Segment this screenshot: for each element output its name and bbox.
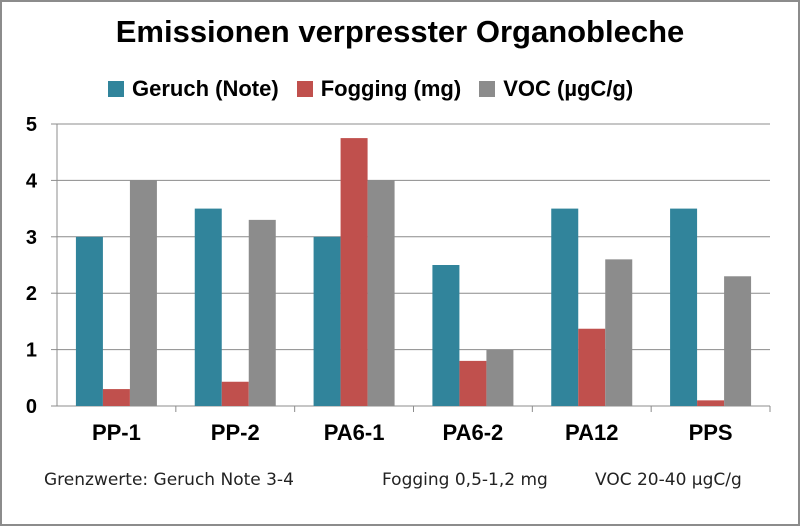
legend-swatch-fogging xyxy=(296,81,313,97)
bar-pps-fogging xyxy=(697,400,725,406)
bar-pp-1-voc xyxy=(129,180,157,406)
y-tick-label-1: 1 xyxy=(26,340,37,362)
bar-pp-2-geruch xyxy=(194,208,222,406)
bar-pa6-2-geruch xyxy=(432,265,460,406)
y-tick-label-3: 3 xyxy=(26,227,37,249)
x-category-label-0: PP-1 xyxy=(92,420,141,445)
bar-pp-2-fogging xyxy=(221,381,249,406)
bar-pa6-2-voc xyxy=(486,349,514,406)
legend-item-voc: VOC (µgC/g) xyxy=(479,76,633,102)
bar-pp-1-geruch xyxy=(75,236,103,406)
bar-pps-geruch xyxy=(670,208,698,406)
footnote-geruch-limit: Grenzwerte: Geruch Note 3-4 xyxy=(44,470,294,490)
bar-pa12-voc xyxy=(605,259,633,406)
bar-pps-voc xyxy=(724,276,752,406)
legend-swatch-geruch xyxy=(108,81,124,97)
legend-item-geruch: Geruch (Note) xyxy=(108,76,279,102)
bar-pa12-geruch xyxy=(551,208,579,406)
footnote-voc-limit: VOC 20-40 µgC/g xyxy=(595,470,742,490)
bar-pp-1-fogging xyxy=(102,389,130,406)
bar-pa6-1-geruch xyxy=(313,236,341,406)
x-category-label-1: PP-2 xyxy=(211,420,260,445)
x-category-label-4: PA12 xyxy=(565,420,618,445)
bar-pp-2-voc xyxy=(248,219,276,406)
x-category-label-3: PA6-2 xyxy=(443,420,504,445)
y-tick-label-4: 4 xyxy=(26,170,38,192)
bar-pa6-2-fogging xyxy=(459,360,487,406)
y-tick-label-5: 5 xyxy=(26,114,37,136)
legend-label-geruch: Geruch (Note) xyxy=(132,76,279,101)
x-category-label-2: PA6-1 xyxy=(324,420,385,445)
y-tick-label-2: 2 xyxy=(26,283,37,305)
chart-title: Emissionen verpresster Organobleche xyxy=(115,14,685,49)
legend-item-fogging: Fogging (mg) xyxy=(296,76,462,102)
x-category-label-5: PPS xyxy=(689,420,733,445)
chart-legend: Geruch (Note) Fogging (mg) VOC (µgC/g) xyxy=(108,74,651,104)
legend-label-fogging: Fogging (mg) xyxy=(320,76,462,101)
bar-pa6-1-voc xyxy=(367,180,395,406)
legend-label-voc: VOC (µgC/g) xyxy=(503,76,634,101)
legend-swatch-voc xyxy=(479,81,496,97)
bar-pa6-1-fogging xyxy=(340,138,368,406)
y-tick-label-0: 0 xyxy=(26,396,37,418)
footnote-fogging-limit: Fogging 0,5-1,2 mg xyxy=(382,470,548,490)
bar-pa12-fogging xyxy=(578,328,606,406)
